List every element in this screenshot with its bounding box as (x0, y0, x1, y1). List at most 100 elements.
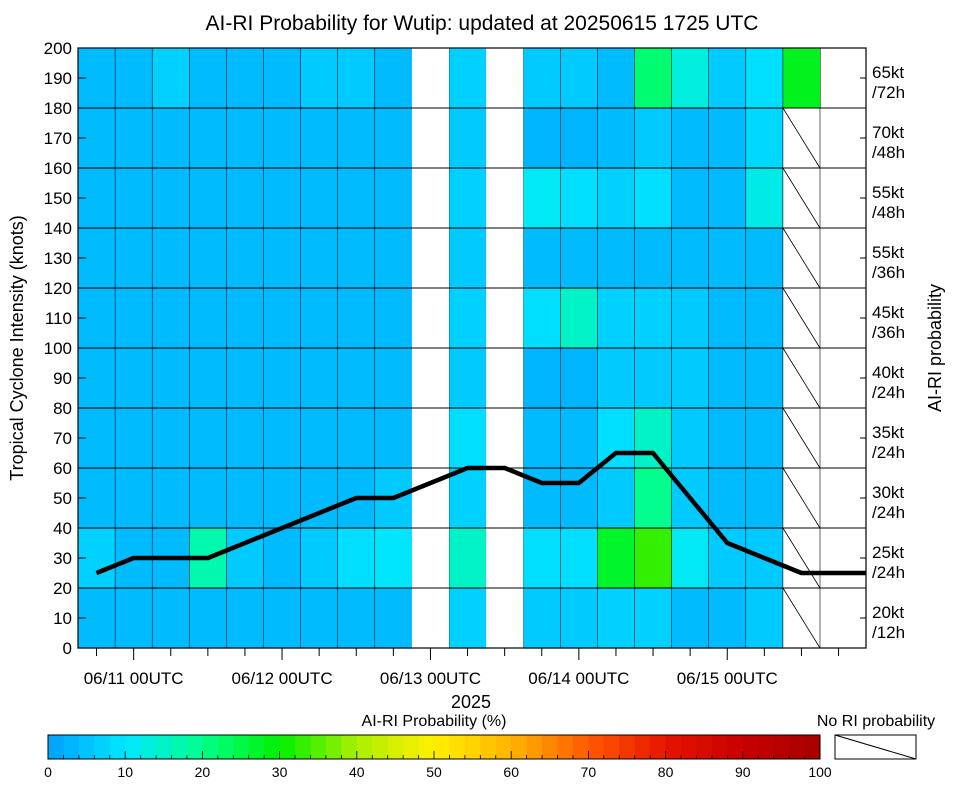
heatmap-cell (226, 407, 265, 469)
heatmap-cell (708, 167, 747, 229)
right-axis-label: AI-RI probability (925, 284, 945, 412)
heatmap-cell (263, 407, 302, 469)
row-label-period: /24h (872, 443, 905, 462)
heatmap-cell (151, 287, 190, 349)
heatmap-cell (634, 527, 673, 589)
heatmap-cell (226, 47, 265, 109)
y-tick-label: 150 (44, 189, 72, 208)
heatmap-cell (374, 227, 413, 289)
row-label-threshold: 65kt (872, 63, 904, 82)
colorbar-segment (804, 735, 821, 759)
colorbar-segment (572, 735, 589, 759)
heatmap-cell (263, 527, 302, 589)
heatmap-cell (560, 407, 598, 469)
heatmap-cell (226, 287, 265, 349)
empty-cell (411, 228, 449, 288)
colorbar-segment (217, 735, 234, 759)
heatmap-cell (151, 407, 190, 469)
colorbar-segment (341, 735, 358, 759)
colorbar-segment (665, 735, 682, 759)
heatmap-cell (226, 347, 265, 409)
heatmap-cell (337, 407, 376, 469)
empty-cell (411, 588, 449, 648)
heatmap-cell (745, 107, 784, 169)
heatmap-cell (708, 527, 747, 589)
colorbar-segment (140, 735, 157, 759)
heatmap-cell (448, 407, 487, 469)
colorbar (47, 734, 821, 760)
heatmap-cell (634, 467, 673, 529)
heatmap-cell (671, 287, 710, 349)
empty-cell (486, 228, 524, 288)
y-tick-label: 40 (53, 519, 72, 538)
colorbar-segment (434, 735, 450, 759)
row-label-period: /24h (872, 383, 905, 402)
colorbar-segment (650, 735, 666, 759)
colorbar-tick-label: 40 (349, 764, 365, 780)
heatmap-cell (522, 107, 561, 169)
colorbar-segment (387, 735, 404, 759)
colorbar-segment (295, 735, 311, 759)
heatmap-cell (300, 527, 339, 589)
heatmap-cell (263, 107, 302, 169)
heatmap-cell (560, 107, 598, 169)
colorbar-segment (480, 735, 497, 759)
heatmap-cell (114, 107, 153, 169)
colorbar-tick-label: 20 (195, 764, 211, 780)
heatmap-cell (671, 47, 710, 109)
heatmap-cell (189, 347, 227, 409)
colorbar-segment (681, 735, 697, 759)
heatmap-cell (374, 47, 413, 109)
x-axis-ticks: 06/11 00UTC 06/12 00UTC 06/13 00UTC 06/14 0… (84, 648, 840, 688)
colorbar-segment (727, 735, 744, 759)
heatmap-cell (151, 47, 190, 109)
y-tick-label: 10 (53, 609, 72, 628)
x-tick-label: 06/12 00UTC (231, 669, 332, 688)
colorbar-segment (526, 735, 543, 759)
colorbar-tick-label: 90 (735, 764, 751, 780)
empty-cell (486, 168, 524, 228)
colorbar-tick-label: 60 (503, 764, 519, 780)
y-tick-label: 110 (45, 309, 72, 328)
row-label-threshold: 70kt (872, 123, 904, 142)
no-ri-hatch (782, 227, 821, 289)
heatmap-cell (226, 227, 265, 289)
empty-cell (411, 288, 449, 348)
colorbar-segment (542, 735, 558, 759)
heatmap-cell (708, 227, 747, 289)
row-label-period: /24h (872, 503, 905, 522)
heatmap-cell (522, 47, 561, 109)
y-tick-label: 80 (53, 399, 72, 418)
plot-frame (77, 47, 867, 649)
heatmap-cell (708, 587, 747, 649)
heatmap-cell (189, 407, 227, 469)
empty-cell (411, 408, 449, 468)
colorbar-segment (94, 735, 111, 759)
heatmap-cell (522, 407, 561, 469)
heatmap-cell (634, 47, 673, 109)
heatmap-cell (300, 47, 339, 109)
heatmap-cell (300, 287, 339, 349)
heatmap-cell (671, 587, 710, 649)
heatmap-cell (374, 407, 413, 469)
heatmap-cell (114, 227, 153, 289)
y-tick-label: 180 (44, 99, 72, 118)
heatmap-cell (560, 587, 598, 649)
heatmap-cell (522, 167, 561, 229)
colorbar-segment (603, 735, 620, 759)
heatmap-cell (189, 227, 227, 289)
row-label-threshold: 30kt (872, 483, 904, 502)
colorbar-segment (742, 735, 759, 759)
heatmap-cell (745, 467, 784, 529)
colorbar-segment (696, 735, 713, 759)
heatmap-cell (374, 587, 413, 649)
empty-cell (486, 108, 524, 168)
heatmap-cell (671, 227, 710, 289)
colorbar-segment (758, 735, 775, 759)
heatmap-cell (522, 287, 561, 349)
no-ri-hatch (782, 467, 821, 529)
heatmap-cell (597, 47, 636, 109)
heatmap-cell (300, 407, 339, 469)
y-tick-label: 190 (44, 69, 72, 88)
heatmap-cell (745, 227, 784, 289)
